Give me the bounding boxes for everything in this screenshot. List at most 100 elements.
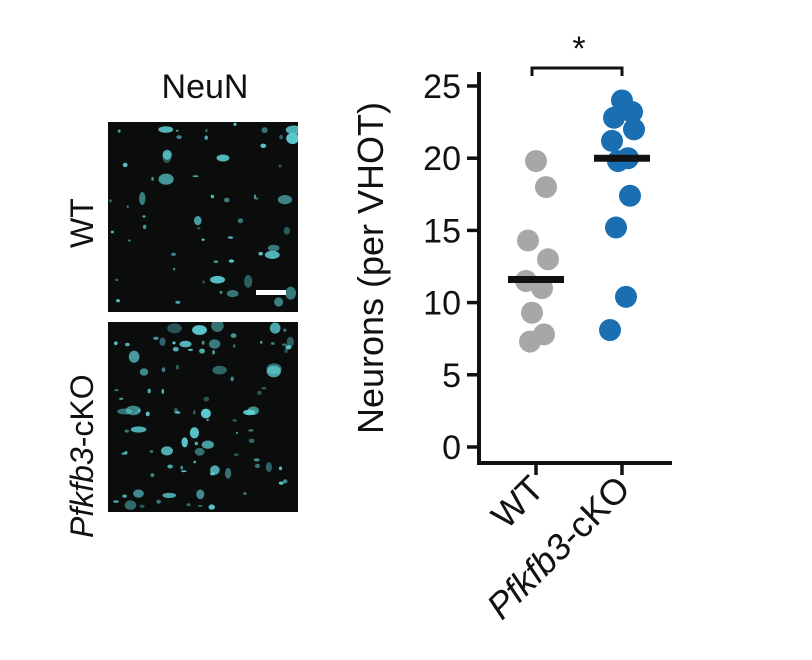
neuron-cell [265, 462, 272, 473]
neuron-cell [211, 322, 224, 332]
neuron-cell [119, 397, 124, 400]
neuron-cell [278, 466, 283, 471]
neuron-cell [193, 410, 196, 415]
neuron-cell [153, 336, 159, 340]
neuron-cell [180, 470, 187, 473]
neuron-cell [228, 259, 235, 263]
neuron-cell [224, 197, 230, 203]
neuron-cell [269, 322, 281, 334]
data-point [525, 150, 547, 173]
neun-micrograph-wt [108, 122, 298, 312]
neuron-cell [176, 135, 182, 139]
neuron-cell [244, 275, 253, 288]
significance-bracket [530, 66, 624, 76]
neuron-cell [248, 429, 254, 432]
neuron-cell [188, 348, 193, 351]
neuron-cell [145, 411, 150, 417]
neuron-cell [254, 463, 260, 468]
neuron-cell [121, 452, 127, 455]
neuron-cell [174, 411, 181, 414]
neuron-cell [116, 299, 120, 303]
neuron-cell [179, 340, 192, 348]
neuron-cell [133, 489, 144, 498]
neuron-cell [267, 244, 280, 252]
neuron-cell [210, 194, 215, 199]
neuron-cell [139, 504, 145, 508]
neuron-cell [194, 441, 198, 446]
neuron-cell [113, 500, 119, 503]
neuron-cell [216, 154, 230, 162]
data-point [537, 248, 559, 271]
neuron-cell [156, 499, 161, 504]
y-tick-label: 10 [423, 285, 461, 323]
neuron-cell [225, 467, 232, 479]
neuron-cell [175, 364, 179, 370]
neuron-cell [264, 250, 280, 259]
neuron-cell [122, 162, 128, 168]
neuron-cell [167, 323, 182, 334]
neuron-cell [232, 419, 237, 422]
neuron-cell [260, 143, 267, 148]
neuron-cell [158, 173, 174, 185]
neuron-cell [213, 260, 219, 263]
neuron-cell [110, 230, 114, 234]
neuron-cell [203, 396, 210, 402]
neuron-cell [253, 458, 260, 462]
neuron-cell [208, 339, 221, 349]
neuron-cell [117, 129, 121, 133]
neuron-cell [151, 176, 154, 181]
micrograph-cells [113, 322, 294, 510]
neuron-cell [172, 341, 176, 345]
neun-micrograph-cko [108, 322, 298, 512]
neuron-cell [243, 492, 247, 495]
panel-title: NeuN [161, 68, 249, 106]
neuron-cell [199, 348, 205, 354]
neuron-cell [284, 349, 288, 353]
data-point [603, 106, 625, 129]
neuron-cell [236, 431, 238, 435]
y-tick-label: 5 [442, 357, 461, 395]
neuron-cell [192, 325, 207, 335]
neuron-cell [281, 343, 287, 346]
neuron-cell [161, 367, 166, 373]
neuron-cell [114, 389, 119, 392]
neuron-cell [189, 427, 199, 439]
y-axis-label: Neurons (per VHOT) [350, 102, 391, 434]
neuron-cell [172, 346, 179, 352]
neuron-cell [286, 132, 298, 145]
neuron-cell [150, 473, 155, 477]
neuron-cell [149, 450, 154, 453]
neuron-cell [197, 227, 201, 230]
neuron-cell [142, 215, 146, 218]
neuron-cell [257, 390, 262, 395]
neuron-cell [204, 135, 208, 140]
neuron-cell [193, 460, 196, 464]
x-tick-label: WT [483, 468, 552, 537]
data-point [535, 176, 557, 199]
neuron-cell [142, 224, 147, 229]
neuron-cell [243, 409, 256, 416]
neuron-cell [219, 290, 223, 294]
neuron-cell [172, 267, 176, 271]
neuron-cell [270, 342, 275, 345]
neuron-cell [147, 388, 151, 394]
neuron-cell [285, 125, 298, 135]
neuron-cell [261, 387, 267, 390]
neuron-cell [159, 337, 166, 346]
neuron-cell [197, 504, 203, 508]
neuron-cell [175, 300, 181, 304]
neuron-cell [180, 465, 183, 470]
neuron-cell [194, 216, 202, 226]
neuron-cell [279, 134, 283, 140]
neuron-cell [126, 205, 129, 208]
y-tick-label: 0 [442, 429, 461, 467]
neuron-cell [278, 164, 282, 168]
data-point [605, 216, 627, 239]
neuron-cell [162, 152, 172, 163]
data-point [517, 229, 539, 252]
neuron-cell [161, 446, 173, 456]
neuron-cell [205, 128, 208, 133]
neuron-cell [196, 489, 205, 500]
micrograph-cells [109, 122, 298, 307]
neuron-cell [233, 453, 239, 456]
